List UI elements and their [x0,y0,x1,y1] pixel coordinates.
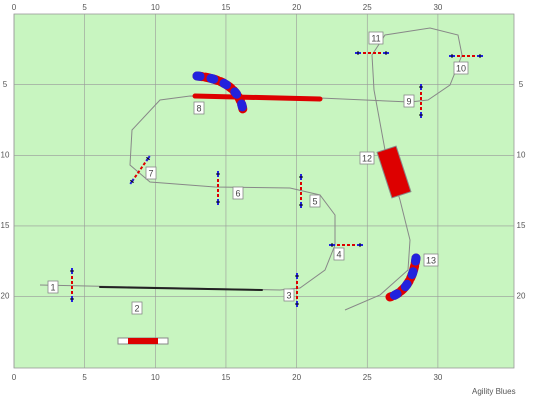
jump [70,268,74,302]
x-tick-label: 20 [292,373,301,382]
y-tick-label: 20 [517,292,526,301]
obstacle-number: 6 [232,186,244,200]
obstacle-label: 5 [312,196,317,206]
label-box [423,253,439,267]
label-box [47,280,59,294]
label-box [145,166,157,180]
jump [355,51,389,55]
label-box [359,151,375,165]
x-tick-label: 30 [433,3,442,12]
obstacle-number: 7 [145,166,157,180]
y-tick-label: 10 [1,150,10,159]
dogwalk [99,286,263,291]
x-tick-label: 25 [363,373,372,382]
dogwalk-red [192,93,323,102]
x-tick-label: 0 [12,3,17,12]
x-tick-label: 10 [151,373,160,382]
y-tick-label: 5 [3,80,8,89]
footer: Agility Blues [472,387,516,396]
obstacle-number: 1 [47,280,59,294]
label-box [193,101,205,115]
obstacle-label: 2 [134,303,139,313]
jump [295,273,299,307]
obstacle-label: 3 [286,290,291,300]
obstacle-number: 5 [309,194,321,208]
x-tick-label: 15 [221,373,230,382]
label-box [232,186,244,200]
obstacle-label: 10 [456,63,466,73]
y-tick-label: 10 [517,150,526,159]
x-tick-label: 5 [82,3,87,12]
field [13,13,515,369]
obstacle-label: 6 [235,188,240,198]
label-box [131,301,143,315]
obstacle-label: 7 [148,168,153,178]
label-box [283,288,295,302]
jump [129,155,151,185]
obstacle-number: 11 [368,31,384,45]
x-tick-label: 20 [292,3,301,12]
obstacle-label: 8 [196,103,201,113]
tunnel-stripes [192,71,248,115]
obstacle-number: 13 [423,253,439,267]
jump [329,243,363,247]
label-box [309,194,321,208]
x-tick-label: 10 [151,3,160,12]
obstacle-number: 3 [283,288,295,302]
table-top [128,338,158,344]
label-box [368,31,384,45]
obstacle-number: 10 [453,61,469,75]
obstacle-label: 9 [406,96,411,106]
jump-post [146,156,150,161]
y-tick-label: 5 [519,80,524,89]
obstacle-label: 11 [371,33,380,43]
x-tick-label: 25 [363,3,372,12]
obstacle-label: 1 [50,282,55,292]
y-tick-label: 15 [1,221,10,230]
obstacle-label: 4 [336,249,341,259]
jump [299,174,303,208]
jump [216,171,220,205]
obstacle-number: 9 [403,94,415,108]
x-tick-label: 30 [433,373,442,382]
label-box [333,247,345,261]
obstacle-number: 4 [333,247,345,261]
tunnel-stripes [385,253,421,302]
x-tick-label: 15 [221,3,230,12]
x-tick-label: 5 [82,373,87,382]
obstacle-number: 8 [193,101,205,115]
jump [449,54,483,58]
x-tick-label: 0 [12,373,17,382]
jump-post [130,179,134,184]
obstacles [99,71,421,345]
obstacle-label: 13 [426,255,436,265]
obstacle-number: 12 [359,151,375,165]
obstacle-label: 12 [362,153,372,163]
label-box [403,94,415,108]
y-tick-label: 20 [1,292,10,301]
jumps [70,51,483,307]
chute [376,145,412,199]
jump [419,84,423,118]
label-box [453,61,469,75]
obstacle-number: 2 [131,301,143,315]
y-tick-label: 15 [517,221,526,230]
